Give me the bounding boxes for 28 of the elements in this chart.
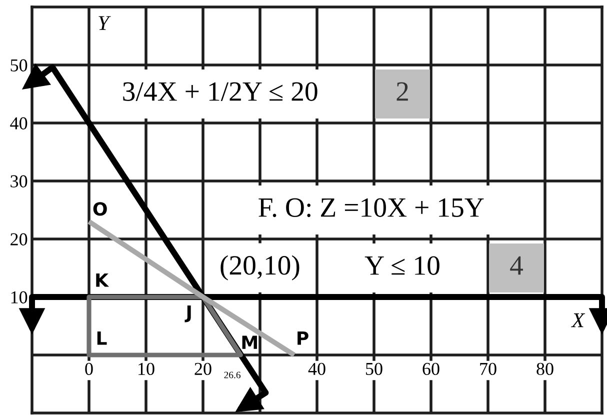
y-tick-label: 20 <box>10 233 28 246</box>
annotation: F. O: Z =10X + 15Y <box>258 198 484 218</box>
x-tick-label: 40 <box>308 362 326 376</box>
x-axis-title: X <box>571 313 586 328</box>
x-tick-label: 50 <box>366 362 382 376</box>
annotation: P <box>298 332 308 345</box>
annotation: 3/4X + 1/2Y ≤ 20 <box>123 82 318 101</box>
x-tick-label: 80 <box>536 362 554 376</box>
annotation: Y ≤ 10 <box>364 256 440 275</box>
annotation: (20,10) <box>220 255 300 280</box>
annotation: 26.6 <box>224 372 241 378</box>
y-tick-label: 10 <box>11 291 28 304</box>
y-tick-label: 30 <box>10 175 28 188</box>
x-tick-label: 20 <box>194 362 212 376</box>
y-tick-label: 40 <box>10 117 28 130</box>
y-tick-label: 50 <box>10 59 28 72</box>
annotation: M <box>242 336 257 349</box>
x-tick-label: 70 <box>480 362 496 376</box>
annotation: 2 <box>396 82 408 101</box>
annotation: J <box>184 305 191 322</box>
annotation: K <box>96 274 110 287</box>
x-tick-label: 60 <box>422 362 440 376</box>
annotation: 4 <box>510 256 524 275</box>
x-tick-label: 0 <box>85 362 93 376</box>
annotation: L <box>97 332 107 345</box>
y-axis-title: Y <box>98 16 111 30</box>
x-tick-label: 10 <box>138 362 154 376</box>
annotation: O <box>93 202 107 216</box>
